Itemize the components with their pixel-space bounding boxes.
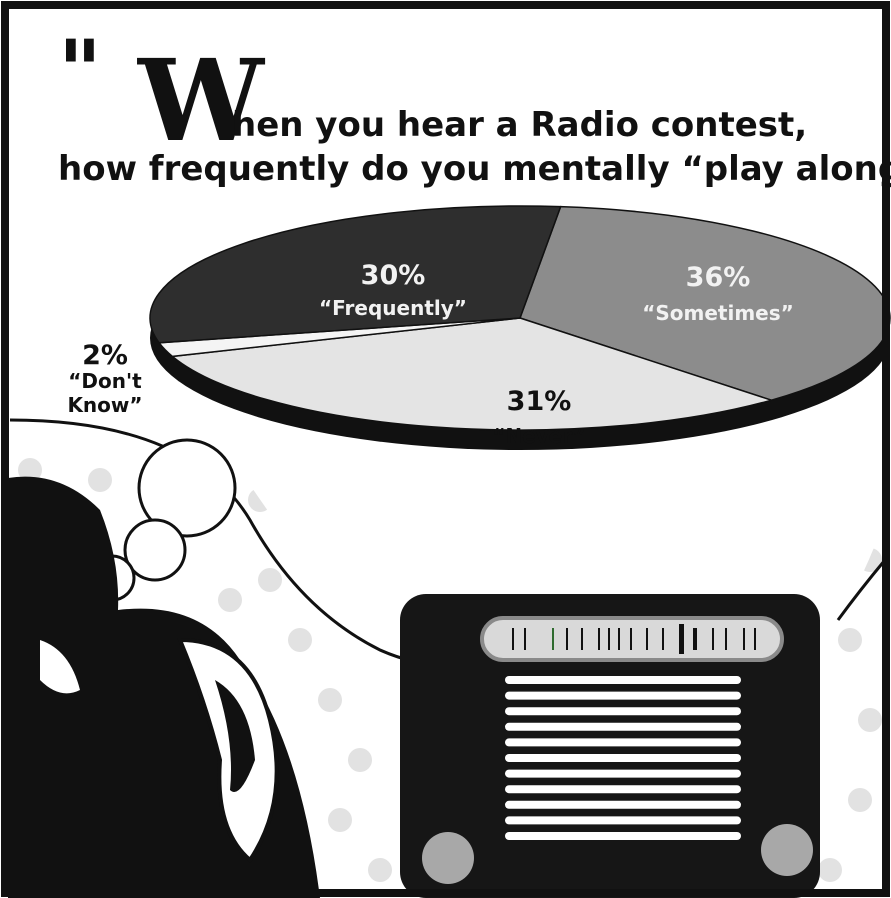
background-dot (88, 468, 112, 492)
title-initial: W (137, 36, 266, 167)
pie-chart (149, 205, 891, 450)
slice-value-label: 36% (686, 262, 751, 293)
thought-bubble (10, 415, 885, 665)
title-line-1: hen you hear a Radio contest, (232, 105, 807, 145)
title-line-2: how frequently do you mentally “play alo… (58, 149, 891, 189)
grille-bar (505, 785, 741, 794)
chart-title: " W hen you hear a Radio contest, how fr… (58, 21, 891, 189)
pie-slice (170, 317, 774, 431)
thought-bubble-edge-right (836, 559, 887, 621)
thought-circle-medium (123, 518, 187, 582)
background-dot (218, 588, 242, 612)
dial-tick (618, 628, 620, 650)
dial-tick (630, 628, 632, 650)
dial-needle (679, 624, 684, 654)
radio-knob-right (761, 824, 813, 876)
slice-name-label: “Don't (68, 369, 142, 393)
dial-tick (598, 628, 600, 650)
pie-slice (149, 205, 562, 344)
opening-quote-mark: " (58, 21, 102, 120)
radio-speaker-grille (505, 676, 741, 840)
listener-silhouette (8, 476, 320, 898)
dial-tick (712, 628, 714, 650)
radio-illustration (400, 594, 820, 898)
slice-name-label: “Never” (492, 424, 585, 448)
slice-value-label: 2% (82, 340, 128, 371)
background-dot (328, 808, 352, 832)
background-dot (318, 688, 342, 712)
radio-dial-ticks (512, 624, 756, 654)
dial-tick (524, 628, 526, 650)
dial-tick (743, 628, 745, 650)
slice-name-label: “Sometimes” (642, 301, 794, 325)
dial-tick (662, 628, 664, 650)
background-dot (258, 568, 282, 592)
grille-bar (505, 722, 741, 731)
grille-bar (505, 800, 741, 809)
slice-name-label: Know” (67, 393, 142, 417)
radio-knob-left (422, 832, 474, 884)
dial-tick (581, 628, 583, 650)
slice-name-label: “Frequently” (319, 296, 467, 320)
dial-tick (608, 628, 610, 650)
slice-value-label: 31% (507, 386, 572, 417)
dial-tick (512, 628, 514, 650)
grille-bar (505, 676, 741, 684)
background-dot (818, 858, 842, 882)
grille-bar (505, 754, 741, 762)
slice-value-label: 30% (361, 260, 426, 291)
dial-tick (693, 628, 697, 650)
grille-bar (505, 691, 741, 700)
dial-tick (725, 628, 727, 650)
grille-bar (505, 707, 741, 716)
grille-bar (505, 738, 741, 747)
background-dot (848, 788, 872, 812)
grille-bar (505, 816, 741, 825)
grille-bar (505, 832, 741, 840)
background-dot (858, 708, 882, 732)
background-dot (368, 858, 392, 882)
dial-tick (646, 628, 648, 650)
pie-slice (519, 205, 891, 401)
background-dot (838, 628, 862, 652)
grille-bar (505, 769, 741, 778)
background-dot (18, 458, 42, 482)
background-dot (348, 748, 372, 772)
dial-tick (566, 628, 568, 650)
thought-circle-large (137, 438, 237, 538)
dial-tick (552, 628, 554, 650)
dial-tick (754, 628, 756, 650)
background-dot (288, 628, 312, 652)
